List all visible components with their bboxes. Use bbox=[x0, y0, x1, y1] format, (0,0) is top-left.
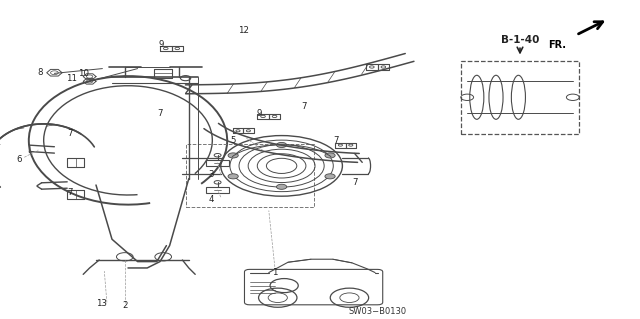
Text: FR.: FR. bbox=[548, 40, 566, 50]
Text: 7: 7 bbox=[333, 136, 339, 145]
Text: 3: 3 bbox=[209, 170, 214, 179]
Circle shape bbox=[325, 174, 335, 179]
Bar bbox=[461, 61, 579, 134]
Circle shape bbox=[228, 153, 238, 158]
Text: SW03−B0130: SW03−B0130 bbox=[349, 307, 406, 315]
Circle shape bbox=[325, 153, 335, 158]
Circle shape bbox=[228, 174, 238, 179]
Text: B-1-40: B-1-40 bbox=[501, 35, 539, 45]
Text: 6: 6 bbox=[17, 155, 22, 164]
Bar bbox=[206, 160, 229, 166]
Circle shape bbox=[276, 184, 287, 189]
Text: 11: 11 bbox=[66, 74, 77, 83]
Text: 7: 7 bbox=[301, 102, 307, 111]
Text: 1: 1 bbox=[273, 268, 278, 277]
Text: 7: 7 bbox=[353, 178, 358, 187]
Bar bbox=[206, 187, 229, 193]
Text: 4: 4 bbox=[209, 195, 214, 204]
Text: 8: 8 bbox=[38, 68, 43, 77]
Text: 13: 13 bbox=[95, 299, 107, 308]
Circle shape bbox=[276, 142, 287, 147]
Text: 5: 5 bbox=[231, 136, 236, 145]
Text: 2: 2 bbox=[122, 301, 127, 310]
Text: 7: 7 bbox=[68, 189, 73, 197]
Bar bbox=[186, 144, 314, 207]
Text: 9: 9 bbox=[257, 109, 262, 118]
Text: 12: 12 bbox=[237, 26, 249, 35]
FancyArrowPatch shape bbox=[579, 22, 603, 34]
Text: 9: 9 bbox=[159, 40, 164, 48]
Text: 7: 7 bbox=[157, 109, 163, 118]
Text: 7: 7 bbox=[68, 130, 73, 138]
Text: 10: 10 bbox=[77, 69, 89, 78]
